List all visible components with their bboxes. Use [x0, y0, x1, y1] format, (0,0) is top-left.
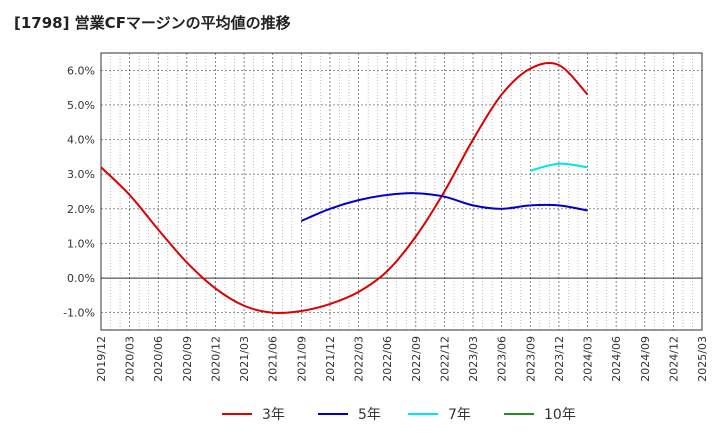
- x-tick-label: 2021/03: [238, 336, 251, 382]
- y-tick-label: -1.0%: [63, 307, 95, 320]
- x-tick-label: 2023/12: [553, 336, 566, 382]
- y-tick-label: 0.0%: [67, 272, 95, 285]
- x-tick-label: 2023/03: [467, 336, 480, 382]
- y-tick-label: 3.0%: [67, 168, 95, 181]
- x-tick-label: 2024/09: [639, 336, 652, 382]
- x-tick-label: 2022/03: [353, 336, 366, 382]
- x-tick-label: 2021/06: [267, 336, 280, 382]
- chart-title: [1798] 営業CFマージンの平均値の推移: [14, 14, 291, 32]
- legend-label: 3年: [262, 407, 285, 423]
- x-tick-label: 2022/06: [381, 336, 394, 382]
- series-line-3: [530, 162, 588, 172]
- x-tick-label: 2024/12: [667, 336, 680, 382]
- minor-grid: [110, 53, 693, 330]
- x-tick-label: 2021/09: [295, 336, 308, 382]
- x-tick-label: 2020/03: [124, 336, 137, 382]
- plot-border: [100, 52, 703, 331]
- x-tick-label: 2019/12: [95, 336, 108, 382]
- x-tick-label: 2025/03: [696, 336, 709, 382]
- y-tick-label: 2.0%: [67, 203, 95, 216]
- y-tick-label: 1.0%: [67, 237, 95, 250]
- x-tick-label: 2020/06: [152, 336, 165, 382]
- series-line-1: [100, 62, 589, 314]
- x-tick-label: 2021/12: [324, 336, 337, 382]
- legend-label: 5年: [358, 407, 381, 423]
- x-tick-label: 2020/09: [181, 336, 194, 382]
- x-tick-label: 2023/06: [496, 336, 509, 382]
- x-tick-label: 2023/09: [524, 336, 537, 382]
- y-tick-label: 5.0%: [67, 99, 95, 112]
- y-tick-label: 6.0%: [67, 64, 95, 77]
- x-tick-label: 2024/03: [582, 336, 595, 382]
- plot-area: [101, 53, 702, 330]
- x-tick-label: 2020/12: [209, 336, 222, 382]
- x-tick-label: 2024/06: [610, 336, 623, 382]
- x-tick-label: 2022/12: [438, 336, 451, 382]
- x-tick-label: 2022/09: [410, 336, 423, 382]
- y-tick-label: 4.0%: [67, 134, 95, 147]
- series-line-2: [300, 192, 588, 222]
- legend-label: 10年: [544, 407, 576, 423]
- legend-label: 7年: [448, 407, 471, 423]
